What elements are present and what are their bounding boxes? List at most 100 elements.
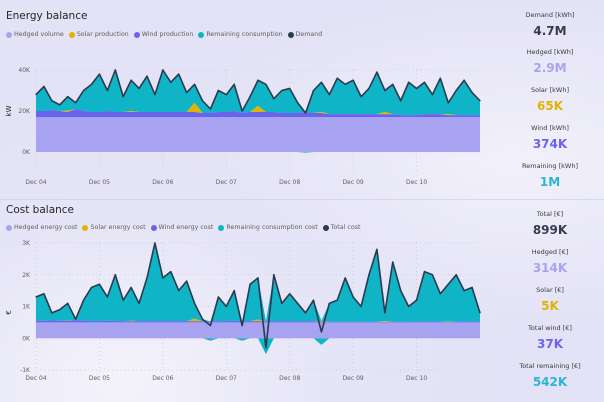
x-tick-label: Dec 06 bbox=[152, 375, 173, 382]
demand-point bbox=[35, 94, 37, 96]
total-cost-point bbox=[289, 293, 291, 295]
demand-point bbox=[82, 89, 85, 92]
total-cost-point bbox=[170, 270, 172, 273]
legend-wind-production[interactable]: Wind production bbox=[133, 31, 194, 38]
legend-wind-energy-cost[interactable]: Wind energy cost bbox=[150, 224, 213, 231]
demand-point bbox=[209, 108, 212, 110]
demand-point bbox=[106, 89, 108, 92]
demand-point bbox=[217, 89, 219, 92]
total-cost-point bbox=[257, 277, 259, 279]
total-cost-point bbox=[249, 283, 251, 285]
kpi-value: 65K bbox=[537, 99, 563, 113]
wind-area bbox=[36, 108, 480, 118]
total-cost-point bbox=[447, 283, 449, 285]
total-cost-point bbox=[328, 302, 330, 304]
kpi-label: Hedged [€] bbox=[531, 248, 569, 256]
total-cost-point bbox=[376, 248, 378, 250]
kpi-label: Wind [kWh] bbox=[531, 124, 569, 132]
demand-point bbox=[273, 98, 275, 100]
kpi-value: 2.9M bbox=[533, 61, 567, 75]
total-cost-point bbox=[225, 305, 227, 308]
legend-label: Remaining consumption cost bbox=[226, 224, 318, 231]
total-cost-point bbox=[241, 324, 243, 327]
total-cost-point bbox=[154, 242, 156, 244]
demand-point bbox=[408, 81, 410, 83]
wind-area bbox=[36, 320, 480, 323]
total-cost-point bbox=[178, 290, 180, 292]
total-cost-point bbox=[439, 293, 441, 295]
kpi-demand: Demand [kWh] 4.7M bbox=[496, 11, 604, 38]
demand-point bbox=[241, 110, 243, 112]
x-tick-label: Dec 08 bbox=[279, 375, 300, 382]
demand-point bbox=[51, 100, 53, 102]
demand-point bbox=[178, 73, 180, 75]
demand-point bbox=[336, 77, 338, 79]
y-axis-label: kW bbox=[5, 105, 13, 116]
x-tick-label: Dec 09 bbox=[343, 375, 364, 382]
legend-hedged-volume[interactable]: Hedged volume bbox=[6, 31, 64, 38]
legend-dot-icon bbox=[133, 31, 140, 38]
kpi-remaining-cost: Total remaining [€] 542K bbox=[496, 362, 604, 389]
legend-dot-icon bbox=[322, 224, 329, 231]
total-cost-point bbox=[217, 296, 219, 298]
y-tick-label: 1K bbox=[22, 304, 31, 311]
demand-point bbox=[265, 83, 267, 85]
demand-point bbox=[384, 89, 386, 92]
demand-point bbox=[439, 77, 441, 79]
legend-solar-production[interactable]: Solar production bbox=[68, 31, 129, 38]
total-cost-point bbox=[82, 299, 85, 301]
cost-balance-chart[interactable]: -1K 0K 1K 2K 3K Dec 04 Dec 05 Dec 06 Dec 07 Dec 0… bbox=[0, 200, 490, 402]
total-cost-point bbox=[304, 312, 307, 314]
legend-dot-icon bbox=[287, 31, 294, 38]
demand-point bbox=[447, 102, 449, 104]
cost-balance-title: Cost balance bbox=[6, 204, 75, 216]
x-tick-label: Dec 05 bbox=[89, 375, 110, 382]
demand-point bbox=[360, 96, 362, 98]
legend-dot-icon bbox=[68, 31, 75, 38]
legend-solar-energy-cost[interactable]: Solar energy cost bbox=[82, 224, 146, 231]
demand-point bbox=[170, 81, 172, 83]
energy-legend: Hedged volume Solar production Wind prod… bbox=[6, 31, 322, 38]
legend-total-cost[interactable]: Total cost bbox=[322, 224, 361, 231]
total-cost-point bbox=[75, 318, 77, 320]
demand-point bbox=[328, 94, 330, 96]
total-cost-point bbox=[122, 299, 124, 301]
energy-balance-chart[interactable]: 0K 20K 40K Dec 04 Dec 05 Dec 06 Dec 07 Dec 08 De… bbox=[0, 0, 490, 200]
legend-hedged-energy-cost[interactable]: Hedged energy cost bbox=[6, 224, 77, 231]
y-tick-label: 0K bbox=[22, 335, 31, 342]
total-cost-point bbox=[273, 274, 275, 276]
x-tick-label: Dec 08 bbox=[279, 179, 300, 186]
kpi-label: Solar [kWh] bbox=[530, 86, 569, 94]
total-cost-point bbox=[265, 347, 267, 349]
demand-point bbox=[320, 81, 323, 83]
demand-point bbox=[352, 79, 354, 81]
demand-point bbox=[233, 83, 235, 85]
legend-label: Wind production bbox=[141, 31, 194, 38]
kpi-solar-cost: Solar [€] 5K bbox=[496, 286, 604, 313]
total-cost-point bbox=[43, 293, 45, 295]
legend-label: Total cost bbox=[330, 224, 361, 231]
total-cost-point bbox=[297, 302, 299, 304]
legend-label: Demand bbox=[295, 31, 323, 38]
kpi-hedged: Hedged [kWh] 2.9M bbox=[496, 48, 604, 75]
legend-demand[interactable]: Demand bbox=[287, 31, 323, 38]
total-cost-point bbox=[209, 324, 212, 327]
remaining-negative-area bbox=[36, 338, 480, 355]
demand-point bbox=[43, 85, 45, 87]
total-cost-point bbox=[35, 296, 37, 298]
legend-remaining-consumption[interactable]: Remaining consumption bbox=[198, 31, 283, 38]
kpi-value: 1M bbox=[539, 175, 561, 189]
remaining-negative-area bbox=[36, 152, 480, 153]
demand-point bbox=[368, 87, 370, 90]
total-cost-point bbox=[400, 290, 402, 292]
legend-label: Solar production bbox=[76, 31, 129, 38]
total-cost-point bbox=[98, 283, 101, 285]
total-cost-point bbox=[415, 299, 418, 301]
x-tick-label: Dec 10 bbox=[406, 375, 427, 382]
y-tick-label: 40K bbox=[18, 67, 31, 74]
legend-label: Remaining consumption bbox=[206, 31, 283, 38]
demand-point bbox=[122, 96, 124, 98]
legend-remaining-consumption-cost[interactable]: Remaining consumption cost bbox=[218, 224, 318, 231]
demand-point bbox=[415, 87, 418, 90]
x-tick-label: Dec 05 bbox=[89, 179, 110, 186]
